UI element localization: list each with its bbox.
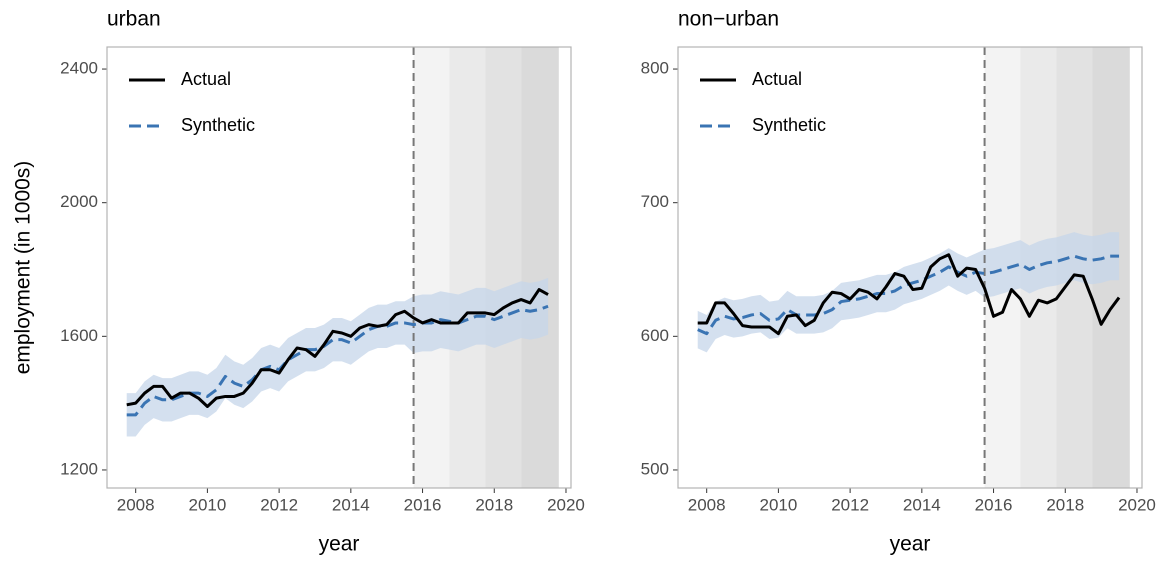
y-tick-label: 1200 <box>60 459 98 478</box>
shade-region <box>521 47 559 488</box>
y-tick-label: 2000 <box>60 192 98 211</box>
x-tick-label: 2008 <box>117 495 155 514</box>
y-tick-label: 1600 <box>60 326 98 345</box>
x-axis-label: year <box>890 533 931 556</box>
x-tick-label: 2012 <box>831 495 869 514</box>
legend-label: Actual <box>752 69 802 89</box>
shade-region <box>413 47 450 488</box>
legend-label: Actual <box>181 69 231 89</box>
legend-label: Synthetic <box>181 115 255 135</box>
x-axis-label: year <box>319 533 360 556</box>
x-tick-label: 2014 <box>903 495 941 514</box>
x-tick-label: 2018 <box>1046 495 1084 514</box>
y-axis-label: employment (in 1000s) <box>12 161 35 375</box>
panel-border <box>677 46 1143 489</box>
shade-region <box>449 47 486 488</box>
x-tick-label: 2008 <box>688 495 726 514</box>
series-line <box>126 288 549 408</box>
panel-border <box>106 46 572 489</box>
y-tick-label: 2400 <box>60 59 98 78</box>
y-tick-label: 700 <box>641 192 669 211</box>
y-tick-label: 800 <box>641 59 669 78</box>
x-tick-label: 2016 <box>975 495 1013 514</box>
y-tick-label: 500 <box>641 459 669 478</box>
series-line <box>697 253 1121 336</box>
series-line <box>126 304 549 417</box>
x-tick-label: 2018 <box>475 495 513 514</box>
panel: 2008 2010 2012 2014 2016 2018 2020 1200 1600 2000… <box>12 8 585 556</box>
x-tick-label: 2014 <box>332 495 370 514</box>
x-tick-label: 2010 <box>759 495 797 514</box>
shade-region <box>485 47 522 488</box>
panel: 2008 2010 2012 2014 2016 2018 2020 500 600 700 800… <box>641 8 1156 556</box>
y-tick-label: 600 <box>641 326 669 345</box>
x-tick-label: 2012 <box>260 495 298 514</box>
x-tick-label: 2020 <box>1118 495 1156 514</box>
x-tick-label: 2010 <box>188 495 226 514</box>
panel-title: urban <box>107 8 161 31</box>
panel-title: non−urban <box>678 8 779 31</box>
legend-label: Synthetic <box>752 115 826 135</box>
x-tick-label: 2016 <box>404 495 442 514</box>
x-tick-label: 2020 <box>547 495 585 514</box>
